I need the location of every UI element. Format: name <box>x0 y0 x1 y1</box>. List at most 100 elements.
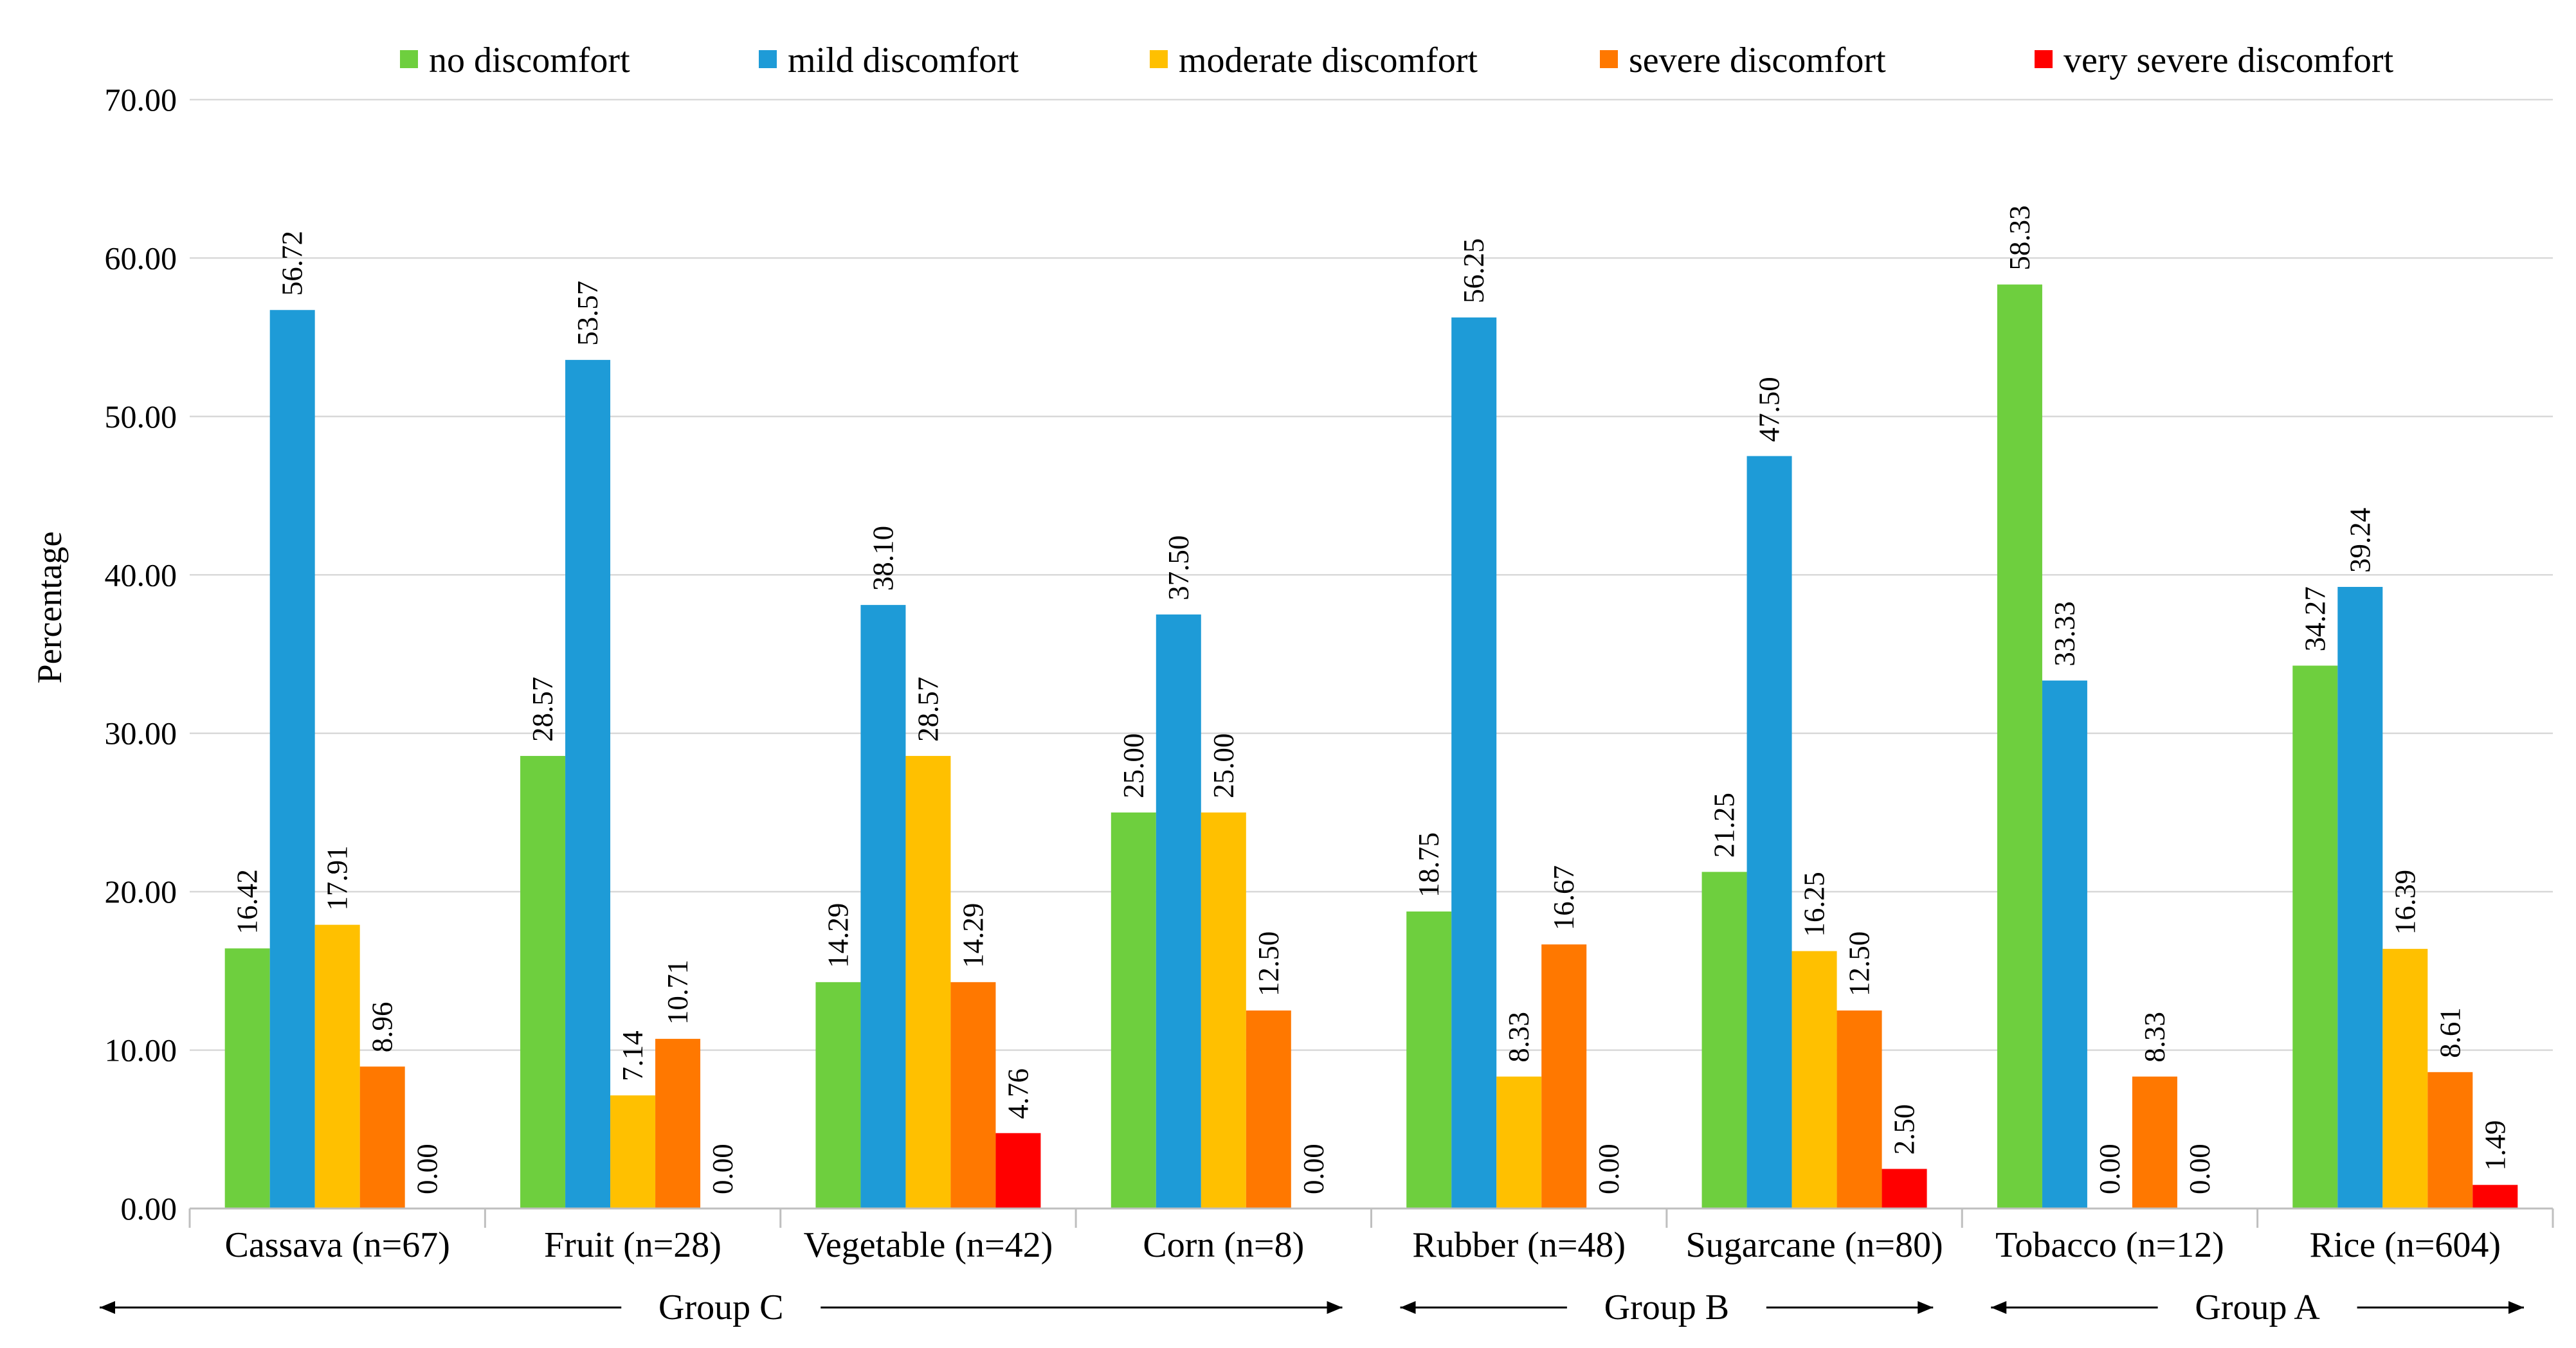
legend-label: moderate discomfort <box>1179 40 1478 80</box>
bar <box>1997 284 2042 1209</box>
legend-swatch <box>400 50 418 68</box>
bar <box>2132 1076 2177 1209</box>
bar <box>655 1039 701 1209</box>
bar-data-label: 16.25 <box>1799 872 1831 937</box>
bar-data-label: 33.33 <box>2049 601 2081 666</box>
bar <box>2292 665 2338 1209</box>
legend-swatch <box>1600 50 1618 68</box>
bar-data-label: 16.67 <box>1548 865 1580 930</box>
bar <box>995 1133 1041 1209</box>
category-groups: Group C Group B Group A <box>100 1288 2524 1327</box>
bar <box>359 1066 405 1209</box>
bar-data-label: 25.00 <box>1118 733 1150 798</box>
bar-data-label: 38.10 <box>867 526 899 591</box>
legend-label: mild discomfort <box>788 40 1019 80</box>
bar <box>1746 456 1792 1209</box>
bar <box>2042 680 2087 1209</box>
bar <box>1496 1076 1542 1209</box>
bar-data-label: 8.61 <box>2434 1007 2466 1058</box>
bar <box>1701 872 1747 1209</box>
bar-data-label: 0.00 <box>1593 1144 1625 1194</box>
bar-data-label: 56.72 <box>277 231 309 296</box>
bars <box>224 284 2518 1209</box>
bar-data-label: 39.24 <box>2344 508 2376 573</box>
bar-data-label: 12.50 <box>1844 931 1876 996</box>
y-tick-label: 20.00 <box>105 874 177 910</box>
bar-data-label: 2.50 <box>1889 1104 1921 1155</box>
bar-data-label: 21.25 <box>1709 793 1741 858</box>
x-category-label: Rice (n=604) <box>2310 1225 2501 1265</box>
y-tick-label: 60.00 <box>105 240 177 276</box>
bar <box>1406 911 1452 1209</box>
bar <box>269 310 315 1209</box>
x-category-label: Vegetable (n=42) <box>804 1225 1053 1265</box>
bar <box>314 924 360 1209</box>
bar <box>815 982 861 1209</box>
arrowhead-left <box>1991 1301 2007 1314</box>
bar <box>565 359 611 1209</box>
bar <box>1541 944 1587 1209</box>
y-tick-label: 30.00 <box>105 715 177 751</box>
bar-data-label: 25.00 <box>1208 733 1240 798</box>
y-tick-label: 0.00 <box>121 1191 177 1227</box>
bar <box>1791 951 1837 1209</box>
group-label: Group A <box>2195 1288 2320 1327</box>
bar-data-label: 1.49 <box>2479 1120 2511 1171</box>
x-category-label: Fruit (n=28) <box>544 1225 721 1265</box>
legend-label: very severe discomfort <box>2064 40 2394 80</box>
bar-data-label: 56.25 <box>1458 238 1490 303</box>
y-tick-label: 50.00 <box>105 399 177 435</box>
legend-label: no discomfort <box>429 40 630 80</box>
bar <box>2472 1185 2518 1209</box>
legend-label: severe discomfort <box>1629 40 1886 80</box>
y-tick-label: 10.00 <box>105 1032 177 1068</box>
bar <box>905 755 951 1209</box>
bar <box>2337 587 2383 1209</box>
bar-data-label: 37.50 <box>1163 535 1195 600</box>
x-category-label: Tobacco (n=12) <box>1995 1225 2224 1265</box>
y-axis-title: Percentage <box>30 532 69 684</box>
bar-data-label: 28.57 <box>527 677 559 742</box>
bar-data-label: 7.14 <box>617 1030 649 1081</box>
bar <box>610 1095 656 1209</box>
arrowhead-right <box>1918 1301 1934 1314</box>
bar-data-label: 18.75 <box>1413 832 1445 897</box>
bar <box>224 948 270 1209</box>
bar-data-label: 8.33 <box>1503 1012 1535 1063</box>
bar-data-label: 16.42 <box>231 869 264 934</box>
y-axis-ticks: 0.00 10.00 20.00 30.00 40.00 50.00 60.00 70.00 <box>105 82 177 1227</box>
bar <box>1156 614 1201 1209</box>
bar <box>1111 812 1156 1209</box>
bar-data-label: 53.57 <box>572 281 604 346</box>
bar-data-label: 0.00 <box>2184 1144 2216 1194</box>
bar <box>860 605 906 1209</box>
bar-data-label: 4.76 <box>1002 1068 1034 1119</box>
group-label: Group B <box>1604 1288 1729 1327</box>
bar-data-labels: 16.42 56.72 17.91 8.96 0.00 28.57 53.57 7.14 10.… <box>231 205 2512 1194</box>
bar-data-label: 16.39 <box>2389 870 2421 935</box>
legend: no discomfort mild discomfort moderate dis… <box>400 40 2394 80</box>
x-category-label: Sugarcane (n=80) <box>1686 1225 1943 1265</box>
arrowhead-right <box>2508 1301 2524 1314</box>
y-tick-label: 40.00 <box>105 557 177 593</box>
arrowhead-right <box>1327 1301 1343 1314</box>
bar <box>1882 1169 1927 1209</box>
x-axis: Cassava (n=67) Fruit (n=28) Vegetable (n=4… <box>188 1207 2554 1265</box>
bar-data-label: 0.00 <box>707 1144 739 1194</box>
bar-data-label: 0.00 <box>1298 1144 1330 1194</box>
bar <box>1451 317 1497 1209</box>
bar <box>520 755 566 1209</box>
bar-data-label: 17.91 <box>322 845 354 910</box>
x-category-label: Cassava (n=67) <box>224 1225 449 1265</box>
arrowhead-left <box>100 1301 115 1314</box>
bar <box>2427 1072 2473 1209</box>
bar-data-label: 47.50 <box>1754 377 1786 442</box>
bar-data-label: 10.71 <box>662 960 694 1025</box>
bar <box>1201 812 1246 1209</box>
bar-data-label: 8.33 <box>2139 1012 2171 1063</box>
arrowhead-left <box>1400 1301 1416 1314</box>
bar-data-label: 34.27 <box>2299 586 2331 651</box>
bar-data-label: 12.50 <box>1253 931 1285 996</box>
bar <box>2382 949 2428 1209</box>
legend-swatch <box>1150 50 1168 68</box>
